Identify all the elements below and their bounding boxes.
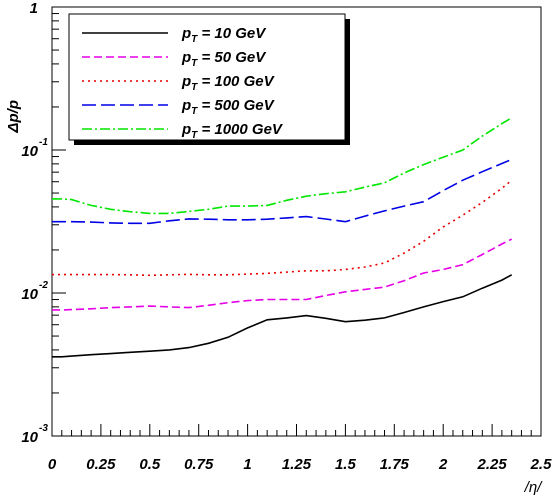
x-tick-label: 0.5 bbox=[139, 456, 161, 473]
series-line-5 bbox=[52, 117, 513, 215]
y-tick-exponent: -2 bbox=[39, 280, 48, 291]
x-axis-title: /η/ bbox=[524, 479, 543, 496]
x-tick-label: 0.75 bbox=[184, 456, 214, 473]
series-group bbox=[51, 117, 513, 358]
legend-label: pT = 10 GeV bbox=[181, 25, 267, 45]
x-axis: 0 0.25 0.5 0.75 1 1.25 1.5 1.75 2 2.25 2.5 bbox=[48, 424, 552, 473]
legend: pT = 10 GeV pT = 50 GeV pT = 100 GeV pT = 5… bbox=[68, 13, 350, 145]
series-line-2 bbox=[51, 238, 513, 311]
legend-label: pT = 500 GeV bbox=[181, 97, 276, 117]
x-tick-label: 1.75 bbox=[380, 456, 410, 473]
x-tick-label: 0 bbox=[48, 456, 57, 473]
legend-label: pT = 1000 GeV bbox=[181, 121, 284, 141]
x-tick-label: 1 bbox=[243, 456, 251, 473]
y-tick-label: 10 bbox=[21, 429, 38, 446]
x-tick-label: 2.25 bbox=[476, 456, 507, 473]
x-tick-label: 2.5 bbox=[530, 456, 553, 473]
series-line-3 bbox=[52, 179, 513, 277]
legend-label: pT = 50 GeV bbox=[181, 49, 267, 69]
x-tick-label: 1.25 bbox=[282, 456, 312, 473]
y-tick-exponent: -1 bbox=[39, 137, 48, 148]
x-tick-label: 1.5 bbox=[335, 456, 357, 473]
y-tick-label: 1 bbox=[30, 0, 38, 17]
x-tick-label: 2 bbox=[438, 456, 448, 473]
y-tick-label: 10 bbox=[21, 286, 38, 303]
y-axis: 10-310-210-11 bbox=[21, 0, 66, 446]
y-axis-title: Δp/p bbox=[5, 100, 22, 134]
x-tick-label: 0.25 bbox=[86, 456, 116, 473]
y-tick-exponent: -3 bbox=[39, 423, 48, 434]
legend-label: pT = 100 GeV bbox=[181, 73, 276, 93]
series-line-1 bbox=[52, 274, 513, 358]
y-tick-label: 10 bbox=[21, 143, 38, 160]
series-line-4 bbox=[52, 158, 513, 225]
legend-box bbox=[68, 13, 346, 141]
